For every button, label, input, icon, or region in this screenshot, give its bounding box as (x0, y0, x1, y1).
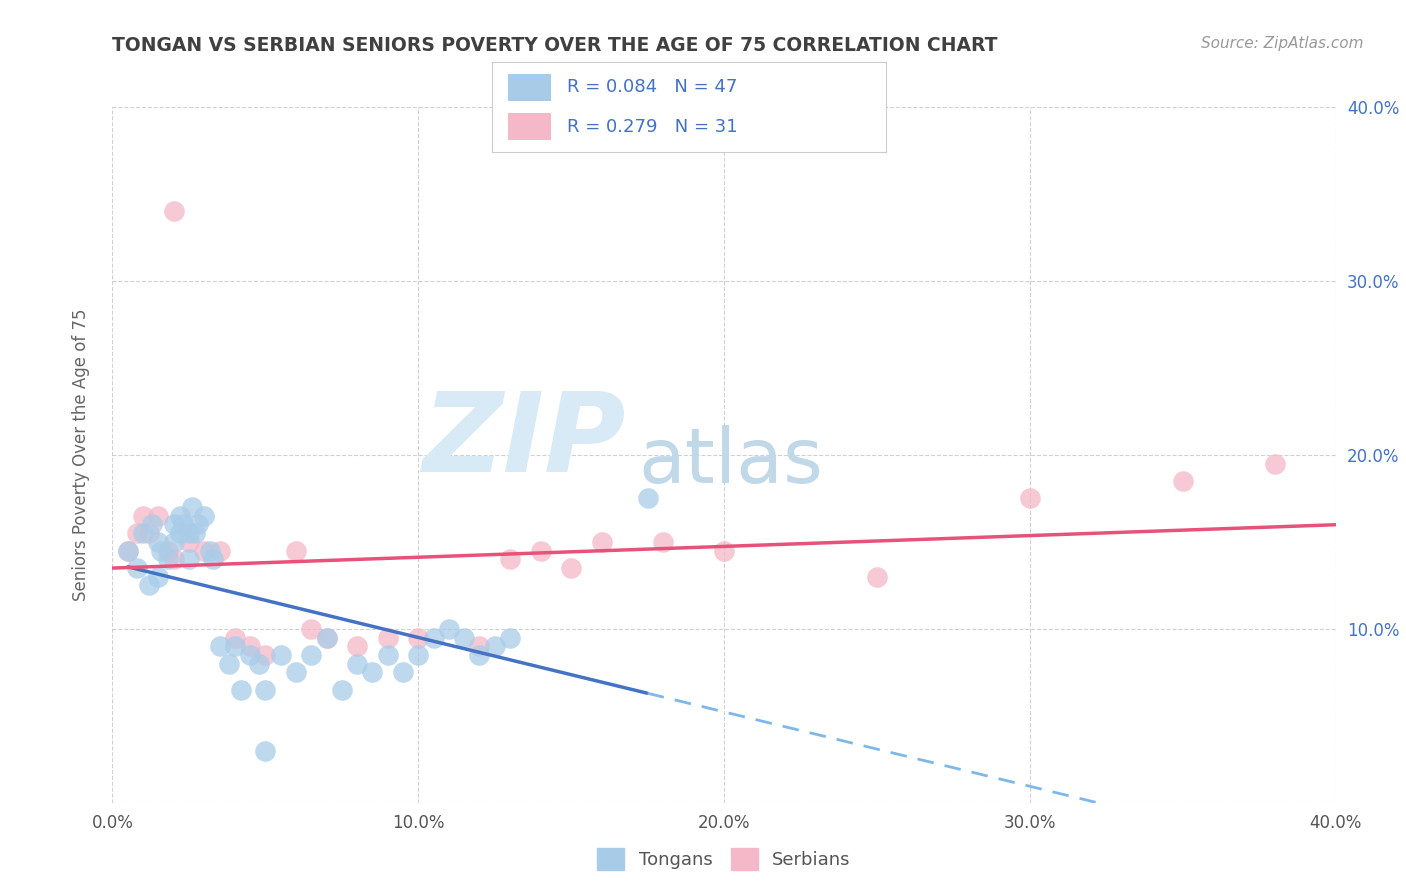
Point (138, 526, 160, 541)
Point (239, 648, 262, 662)
Point (208, 543, 231, 558)
Point (163, 552, 186, 566)
Point (652, 534, 675, 549)
Point (468, 648, 491, 662)
Point (141, 517, 163, 532)
Point (239, 639, 262, 653)
Point (377, 631, 399, 645)
Point (148, 508, 170, 523)
Point (138, 578, 160, 592)
Point (315, 631, 337, 645)
Point (1018, 491, 1040, 506)
Point (299, 648, 322, 662)
Text: atlas: atlas (638, 425, 824, 499)
Point (169, 526, 191, 541)
Point (499, 631, 522, 645)
Point (484, 639, 506, 653)
Point (637, 491, 659, 506)
Point (117, 543, 139, 558)
Point (148, 570, 170, 584)
Point (330, 682, 353, 697)
Text: TONGAN VS SERBIAN SENIORS POVERTY OVER THE AGE OF 75 CORRELATION CHART: TONGAN VS SERBIAN SENIORS POVERTY OVER T… (112, 36, 998, 54)
Point (132, 508, 155, 523)
Point (1171, 474, 1194, 488)
Point (361, 665, 384, 680)
Point (437, 622, 460, 636)
Text: R = 0.084   N = 47: R = 0.084 N = 47 (567, 78, 737, 96)
Point (177, 534, 200, 549)
Point (218, 657, 240, 671)
Point (177, 552, 200, 566)
Point (284, 665, 308, 680)
Point (254, 744, 277, 758)
Point (346, 639, 368, 653)
Point (284, 543, 308, 558)
Text: Source: ZipAtlas.com: Source: ZipAtlas.com (1201, 36, 1364, 51)
Point (254, 682, 277, 697)
Y-axis label: Seniors Poverty Over the Age of 75: Seniors Poverty Over the Age of 75 (72, 309, 90, 601)
Point (125, 526, 148, 541)
Point (169, 508, 191, 523)
Point (499, 552, 522, 566)
Point (408, 631, 430, 645)
Point (346, 657, 368, 671)
Point (200, 543, 222, 558)
Point (468, 639, 491, 653)
Point (422, 631, 444, 645)
Point (156, 552, 179, 566)
FancyBboxPatch shape (508, 74, 551, 101)
Point (132, 526, 155, 541)
Point (1264, 457, 1286, 471)
Point (866, 570, 889, 584)
Point (560, 561, 582, 575)
Point (713, 543, 735, 558)
Point (117, 543, 139, 558)
FancyBboxPatch shape (508, 113, 551, 140)
Point (163, 204, 186, 219)
Point (408, 648, 430, 662)
Point (150, 543, 173, 558)
Point (125, 561, 148, 575)
Point (208, 639, 231, 653)
Point (530, 543, 553, 558)
Point (193, 543, 215, 558)
Point (156, 543, 179, 558)
Point (148, 534, 170, 549)
Point (254, 648, 277, 662)
Point (377, 648, 399, 662)
Text: R = 0.279   N = 31: R = 0.279 N = 31 (567, 118, 738, 136)
Point (392, 665, 415, 680)
Point (172, 517, 194, 532)
Legend: Tongans, Serbians: Tongans, Serbians (591, 841, 858, 877)
Point (591, 534, 613, 549)
Point (229, 682, 252, 697)
Point (224, 639, 246, 653)
Point (453, 631, 475, 645)
Point (270, 648, 292, 662)
Point (315, 631, 337, 645)
Point (184, 526, 207, 541)
Point (177, 526, 200, 541)
Point (163, 534, 186, 549)
Text: ZIP: ZIP (423, 387, 626, 494)
Point (299, 622, 322, 636)
Point (224, 631, 246, 645)
Point (202, 552, 225, 566)
Point (181, 500, 204, 514)
Point (187, 517, 209, 532)
Point (163, 517, 186, 532)
Point (247, 657, 270, 671)
Point (193, 508, 215, 523)
